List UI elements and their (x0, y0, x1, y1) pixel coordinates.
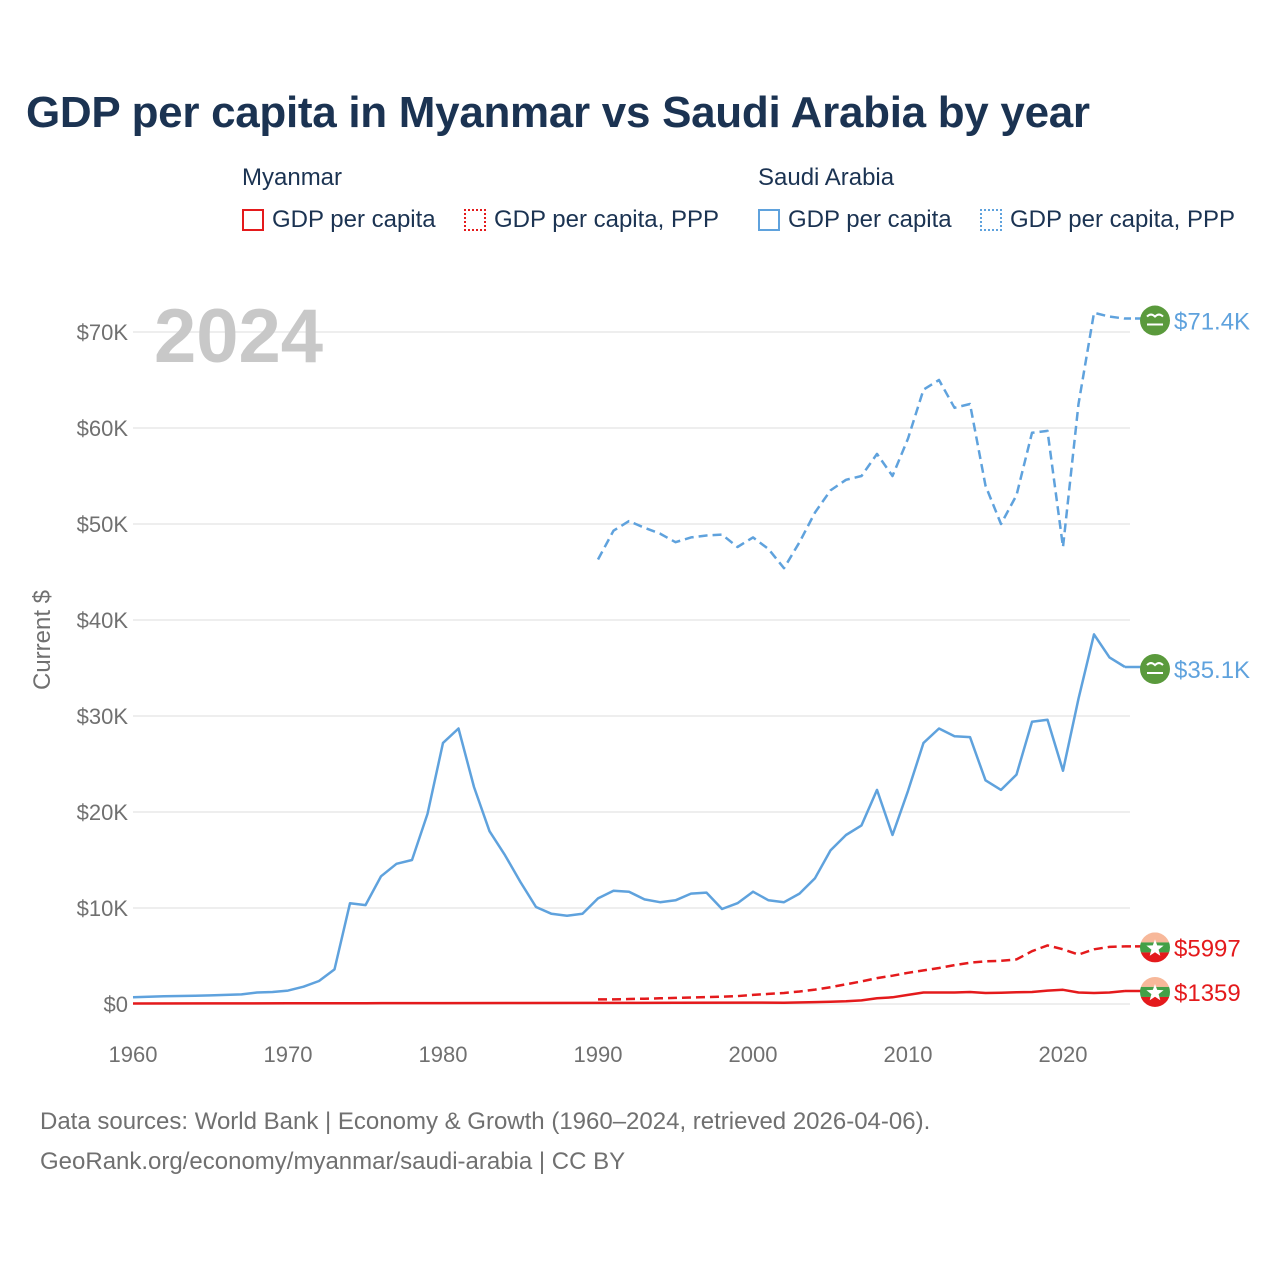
y-tick-label: $50K (77, 512, 129, 537)
legend-swatch-myanmar-solid (242, 209, 264, 231)
y-tick-label: $40K (77, 608, 129, 633)
series-line-2[interactable] (598, 944, 1126, 1001)
x-tick-label: 2020 (1039, 1042, 1088, 1067)
myanmar-flag-icon (1140, 932, 1170, 963)
end-value-label: $71.4K (1174, 309, 1250, 336)
chart-area: 2024 $0 $10K $20K $30K $40K $50K $60K $70K 1960… (29, 294, 1250, 1067)
legend-item-myanmar-gdp[interactable]: GDP per capita (242, 206, 436, 234)
y-tick-label: $60K (77, 416, 129, 441)
legend-item-myanmar-gdp-ppp[interactable]: GDP per capita, PPP (464, 206, 719, 234)
y-tick-label: $10K (77, 896, 129, 921)
y-tick-label: $30K (77, 704, 129, 729)
legend-swatch-saudi-solid (758, 209, 780, 231)
series-line-0[interactable] (596, 311, 1126, 570)
myanmar-flag-icon (1140, 976, 1170, 1007)
footer-credit[interactable]: GeoRank.org/economy/myanmar/saudi-arabia… (40, 1148, 626, 1175)
gridlines (133, 331, 1130, 1005)
y-tick-label: $20K (77, 800, 129, 825)
x-tick-label: 1970 (264, 1042, 313, 1067)
y-tick-label: $0 (104, 992, 128, 1017)
series-line-1[interactable] (132, 633, 1126, 999)
legend-group-saudi-arabia: Saudi Arabia (758, 164, 895, 191)
saudi-flag-icon (1140, 654, 1170, 685)
x-axis: 1960 1970 1980 1990 2000 2010 2020 (109, 1042, 1088, 1067)
x-tick-label: 1990 (574, 1042, 623, 1067)
series-lines (132, 311, 1147, 1005)
end-value-label: $1359 (1174, 980, 1241, 1007)
series-line-3[interactable] (132, 988, 1126, 1005)
legend-swatch-saudi-dotted (980, 209, 1002, 231)
x-tick-label: 1960 (109, 1042, 158, 1067)
legend-label: GDP per capita, PPP (1010, 206, 1235, 233)
legend-group-myanmar: Myanmar (242, 164, 343, 191)
legend-label: GDP per capita, PPP (494, 206, 719, 233)
legend-item-saudi-gdp[interactable]: GDP per capita (758, 206, 952, 234)
saudi-flag-icon (1140, 305, 1170, 336)
x-tick-label: 2010 (884, 1042, 933, 1067)
legend-label: GDP per capita (788, 206, 952, 233)
year-overlay: 2024 (154, 294, 323, 379)
end-markers: $71.4K $35.1K $5997 $1359 (1140, 305, 1250, 1007)
end-value-label: $5997 (1174, 935, 1241, 962)
y-axis: $0 $10K $20K $30K $40K $50K $60K $70K (77, 320, 129, 1017)
footer-sources: Data sources: World Bank | Economy & Gro… (40, 1108, 931, 1135)
x-tick-label: 2000 (729, 1042, 778, 1067)
y-axis-title: Current $ (29, 590, 56, 690)
legend-swatch-myanmar-dotted (464, 209, 486, 231)
legend-item-saudi-gdp-ppp[interactable]: GDP per capita, PPP (980, 206, 1235, 234)
x-tick-label: 1980 (419, 1042, 468, 1067)
y-tick-label: $70K (77, 320, 129, 345)
chart-title: GDP per capita in Myanmar vs Saudi Arabi… (26, 88, 1090, 137)
end-value-label: $35.1K (1174, 657, 1250, 684)
legend-label: GDP per capita (272, 206, 436, 233)
